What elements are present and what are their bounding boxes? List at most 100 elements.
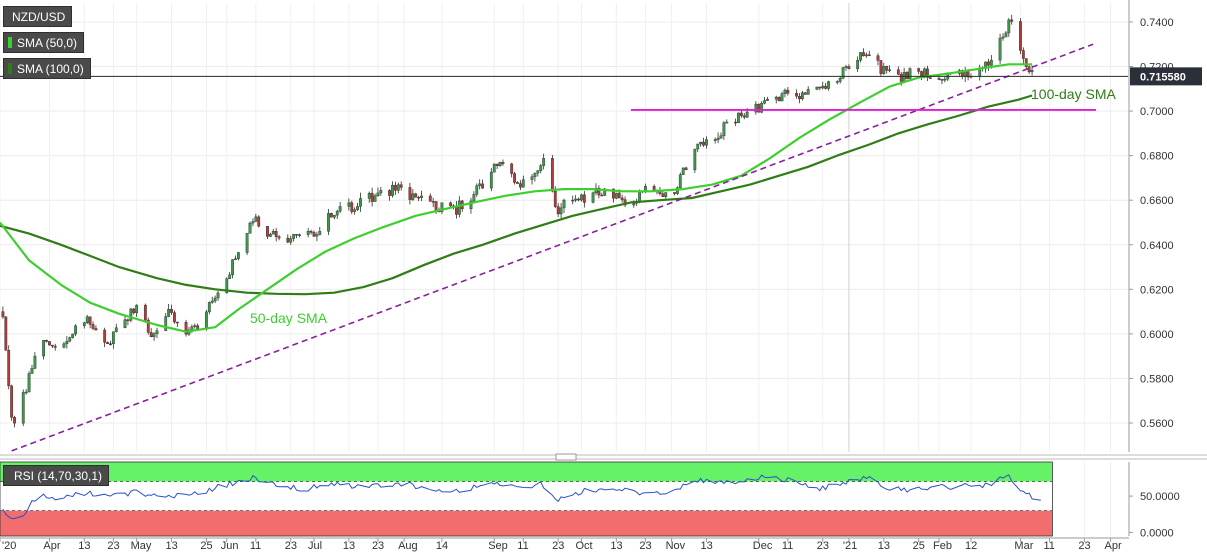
candle-17	[68, 336, 72, 343]
candle-137	[556, 203, 560, 218]
candle-183	[742, 112, 746, 120]
symbol-label: NZD/USD	[12, 10, 66, 24]
candle-1	[4, 315, 8, 351]
candle-151	[614, 192, 618, 200]
time-tick-label-16: 11	[517, 540, 528, 552]
candle-42	[170, 304, 173, 315]
candle-121	[492, 163, 496, 173]
sma50-legend[interactable]: SMA (50,0)	[3, 32, 85, 53]
candle-178	[722, 121, 726, 140]
candle-249	[1010, 14, 1014, 25]
candle-246	[1001, 33, 1005, 41]
candle-237	[963, 66, 967, 83]
candle-123	[498, 161, 502, 167]
candle-133	[539, 163, 543, 174]
candle-131	[533, 172, 537, 182]
sma50-swatch	[8, 37, 12, 48]
candle-124	[501, 159, 505, 166]
candle-59	[236, 251, 240, 261]
candle-98	[396, 182, 400, 194]
candle-129	[521, 175, 525, 188]
candle-27	[109, 340, 112, 346]
candle-120	[489, 168, 493, 192]
candle-154	[623, 196, 627, 208]
candle-214	[867, 50, 871, 57]
rsi-legend[interactable]: RSI (14,70,30,1)	[3, 465, 110, 486]
time-tick-label-32: 11	[1044, 540, 1055, 552]
candle-126	[513, 171, 516, 185]
candle-41	[167, 303, 171, 318]
candle-56	[228, 271, 232, 280]
rsi-oversold-zone	[0, 510, 1053, 536]
axis-labels: 0.74000.72000.70000.68000.66000.64000.62…	[0, 17, 1202, 552]
candle-12	[48, 341, 51, 346]
candle-65	[266, 225, 269, 240]
time-tick-label-22: 13	[700, 540, 712, 552]
candle-93	[376, 187, 380, 197]
candle-219	[888, 65, 892, 73]
candle-45	[184, 319, 188, 337]
candle-72	[292, 233, 296, 242]
time-tick-label-25: 23	[817, 540, 829, 552]
candle-35	[143, 303, 147, 323]
candle-23	[91, 321, 95, 331]
candle-182	[739, 109, 743, 118]
candle-109	[440, 202, 444, 215]
candle-105	[428, 193, 432, 202]
time-tick-label-13: Aug	[398, 540, 418, 552]
time-tick-label-3: 23	[107, 540, 119, 552]
symbol-legend[interactable]: NZD/USD	[3, 6, 73, 27]
candle-231	[940, 78, 944, 85]
candle-49	[196, 323, 200, 330]
pane-resize-handle[interactable]	[555, 453, 577, 461]
candle-32	[129, 307, 133, 323]
candle-148	[600, 192, 604, 197]
candle-53	[213, 295, 217, 303]
candle-119	[481, 179, 484, 189]
candle-212	[862, 48, 865, 57]
candle-58	[234, 255, 237, 260]
candle-86	[350, 200, 354, 215]
candle-102	[414, 192, 418, 198]
time-tick-label-19: 13	[610, 540, 622, 552]
candle-138	[559, 203, 563, 219]
candle-185	[754, 101, 758, 115]
candle-37	[149, 328, 153, 338]
candle-71	[289, 235, 293, 245]
price-tick-label-8: 0.5800	[1140, 373, 1174, 385]
price-tick-label-5: 0.6400	[1140, 240, 1174, 252]
candle-74	[298, 233, 301, 238]
candle-186	[757, 103, 761, 113]
candle-228	[926, 65, 929, 81]
candle-130	[530, 174, 534, 185]
candle-51	[207, 301, 211, 315]
time-tick-label-29: Feb	[933, 540, 952, 552]
candle-2	[7, 345, 11, 390]
candle-112	[455, 201, 458, 219]
candle-96	[391, 181, 394, 198]
candle-132	[536, 169, 540, 177]
support-trendline	[11, 43, 1094, 452]
candle-84	[338, 201, 342, 214]
time-tick-label-11: 13	[343, 540, 355, 552]
last-price-badge	[1130, 67, 1202, 86]
candle-97	[393, 181, 397, 195]
candle-94	[379, 187, 383, 196]
time-tick-label-14: 14	[436, 540, 448, 552]
candle-6	[24, 388, 28, 395]
candle-190	[774, 95, 778, 104]
candle-31	[126, 318, 130, 326]
candle-4	[13, 415, 16, 428]
candle-179	[725, 119, 729, 124]
candle-33	[132, 307, 136, 315]
candle-118	[478, 179, 482, 190]
candle-3	[10, 384, 14, 421]
sma100-legend[interactable]: SMA (100,0)	[3, 58, 91, 79]
sma100-line	[0, 94, 1033, 296]
candle-78	[315, 231, 319, 242]
candle-64	[257, 215, 261, 228]
candle-125	[510, 162, 514, 178]
candle-171	[696, 143, 700, 153]
candle-207	[841, 67, 845, 80]
candle-181	[737, 112, 740, 124]
